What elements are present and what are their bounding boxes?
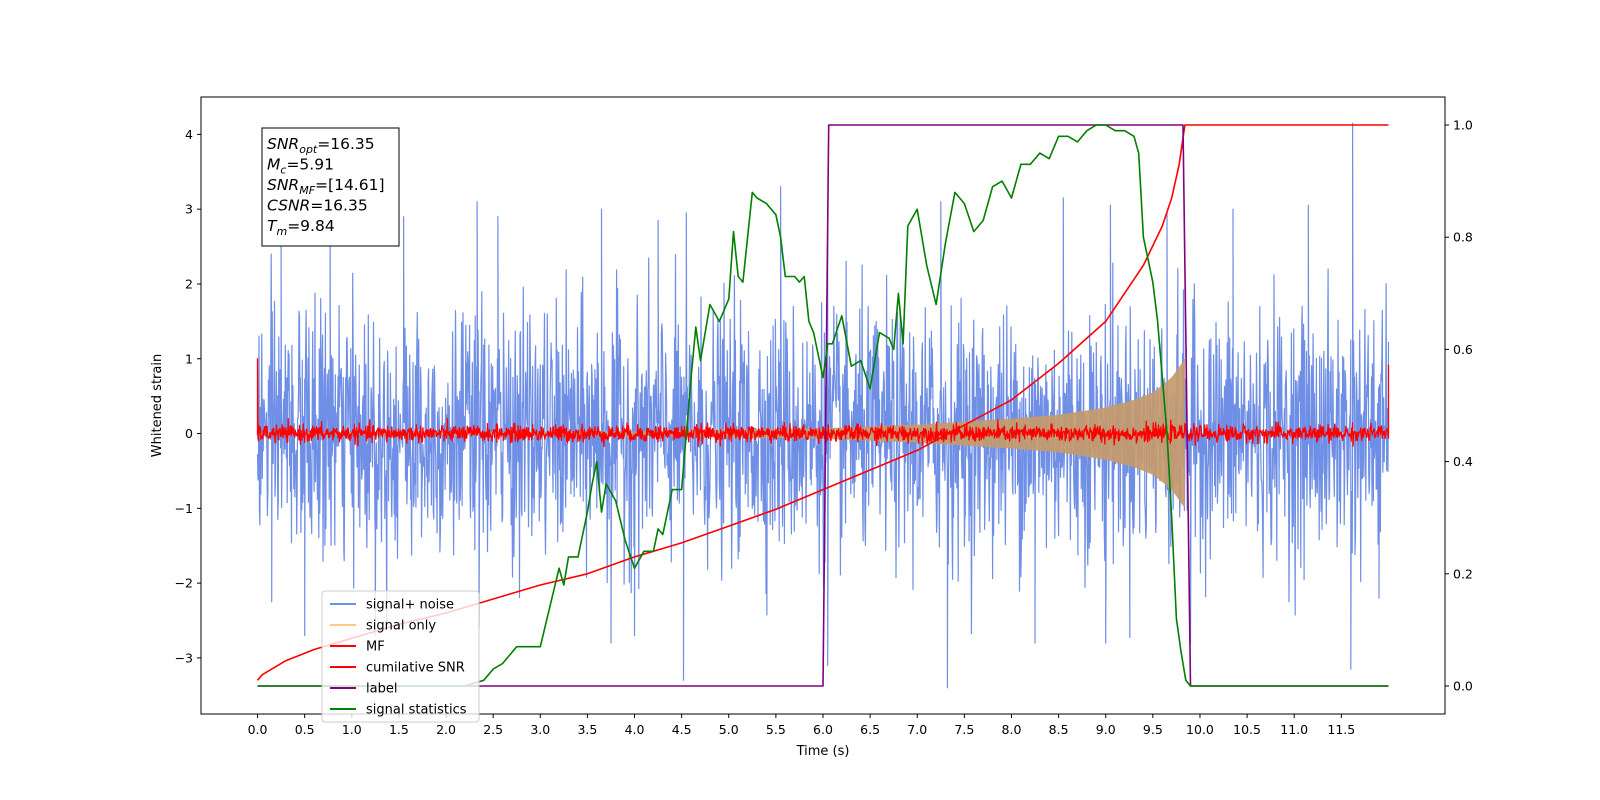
x-tick-label: 11.5	[1327, 722, 1355, 737]
series-line	[256, 358, 1390, 448]
legend-label: signal only	[366, 619, 436, 634]
y-left-tick-label: 1	[185, 351, 193, 366]
x-tick-label: 9.5	[1143, 722, 1163, 737]
series-line	[256, 122, 1390, 689]
x-tick-label: 9.0	[1096, 722, 1116, 737]
stats-line: SNRMF=[14.61]	[267, 176, 385, 197]
y-axis-label: Whitened strain	[150, 354, 165, 457]
x-tick-label: 10.0	[1186, 722, 1214, 737]
x-tick-label: 11.0	[1280, 722, 1308, 737]
x-tick-label: 4.0	[625, 722, 645, 737]
x-tick-label: 6.5	[860, 722, 880, 737]
y-left-tick-label: 4	[185, 127, 193, 142]
x-tick-label: 4.5	[672, 722, 692, 737]
x-tick-label: 1.0	[342, 722, 362, 737]
x-tick-label: 6.0	[813, 722, 833, 737]
legend: signal+ noise signal only MF cumilative SNR…	[321, 590, 480, 723]
stats-annotation: SNRopt=16.35Mc=5.91SNRMF=[14.61]CSNR=16.…	[261, 127, 400, 247]
x-tick-label: 3.5	[577, 722, 597, 737]
x-tick-label: 8.0	[1002, 722, 1022, 737]
stats-line: Mc=5.91	[267, 156, 334, 177]
series-signal-statistics	[257, 124, 1389, 687]
y-right-tick-label: 1.0	[1453, 118, 1473, 133]
x-tick-label: 5.5	[766, 722, 786, 737]
x-tick-label: 8.5	[1049, 722, 1069, 737]
y-right-tick-label: 0.0	[1453, 678, 1473, 693]
x-tick-label: 3.0	[530, 722, 550, 737]
legend-label: cumilative SNR	[366, 661, 465, 676]
x-axis-label: Time (s)	[796, 744, 850, 759]
y-left-tick-label: 0	[185, 426, 193, 441]
y-left-tick-label: −2	[175, 576, 193, 591]
y-right-tick-label: 0.8	[1453, 230, 1473, 245]
legend-label: MF	[366, 640, 385, 655]
legend-label: label	[366, 682, 397, 697]
x-tick-label: 2.5	[483, 722, 503, 737]
y-right-tick-label: 0.6	[1453, 342, 1473, 357]
y-right-tick-label: 0.2	[1453, 566, 1473, 581]
y-left-tick-label: −3	[175, 650, 193, 665]
legend-label: signal statistics	[366, 703, 467, 718]
y-left-tick-label: 2	[185, 276, 193, 291]
series-signal-noise	[256, 122, 1390, 689]
legend-box	[321, 590, 480, 723]
y-right-tick-label: 0.4	[1453, 454, 1473, 469]
stats-line: CSNR=16.35	[267, 197, 368, 215]
x-tick-label: 10.5	[1233, 722, 1261, 737]
series-mf	[256, 358, 1390, 448]
x-tick-label: 5.0	[719, 722, 739, 737]
y-left-tick-label: −1	[175, 501, 193, 516]
x-tick-label: 2.0	[436, 722, 456, 737]
stats-line: SNRopt=16.35	[267, 135, 375, 156]
x-tick-label: 7.0	[907, 722, 927, 737]
legend-label: signal+ noise	[366, 598, 454, 613]
x-tick-label: 7.5	[954, 722, 974, 737]
y-left-tick-label: 3	[185, 202, 193, 217]
x-tick-label: 0.0	[248, 722, 268, 737]
axes: 0.0 0.5 1.0 1.5 2.0 2.5 3.0 3.5 4.0 4.5 5.0 5.5 6.0 6…	[175, 96, 1473, 737]
series-line	[257, 124, 1389, 687]
stats-line: Tm=9.84	[267, 217, 335, 238]
x-tick-label: 1.5	[389, 722, 409, 737]
stats-box	[261, 127, 400, 247]
x-tick-label: 0.5	[295, 722, 315, 737]
